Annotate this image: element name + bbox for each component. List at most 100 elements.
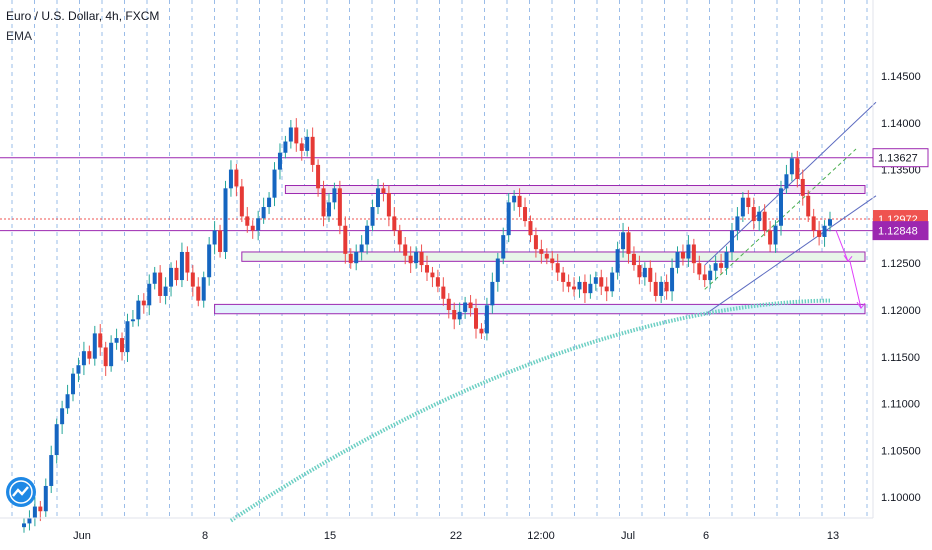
candle-body [555, 263, 560, 273]
candle [381, 182, 386, 202]
candle [419, 244, 424, 273]
candle-body [392, 216, 397, 231]
candle [408, 246, 413, 274]
candle-body [125, 321, 130, 353]
candle-body [403, 244, 408, 256]
candle-body [321, 188, 326, 217]
candle [114, 328, 119, 350]
candle [555, 253, 560, 281]
candle [272, 162, 277, 207]
price-tick: 1.14500 [881, 71, 921, 83]
candle [724, 246, 729, 275]
candle [653, 272, 658, 302]
candle-body [310, 136, 315, 165]
candle-body [147, 283, 152, 306]
candle [49, 445, 54, 493]
projection-arrows [835, 230, 866, 309]
candle [441, 277, 446, 306]
candle-body [316, 164, 321, 189]
price-tick: 1.10000 [881, 492, 921, 504]
candle-body [615, 249, 620, 273]
price-label-text: 1.13627 [878, 153, 918, 165]
candle-body [517, 195, 522, 208]
candle-body [762, 211, 767, 231]
candle-body [158, 272, 163, 296]
candle [762, 204, 767, 237]
zone-upper-resistance [284, 185, 866, 195]
candle-body [626, 232, 631, 254]
indicator-label[interactable]: EMA [6, 29, 33, 43]
price-label-1.13627: 1.13627 [872, 148, 929, 168]
candle-body [207, 244, 212, 278]
candle [615, 241, 620, 280]
candle [740, 192, 745, 223]
candle [435, 269, 440, 293]
candle-body [92, 333, 97, 359]
candle-body [261, 207, 266, 219]
candle [239, 178, 244, 223]
candle [626, 226, 631, 264]
candle [680, 244, 685, 266]
candle-body [174, 267, 179, 281]
candle-body [218, 230, 223, 252]
candle-body [572, 286, 577, 290]
time-axis[interactable]: Jun 8 15 22 12:00 Jul 6 13 [73, 530, 839, 542]
candle [348, 248, 353, 269]
candle-body [441, 286, 446, 299]
candle [163, 277, 168, 305]
candle [631, 246, 636, 271]
candle [746, 190, 751, 215]
candle-body [430, 272, 435, 278]
candle [528, 215, 533, 243]
candle [267, 192, 272, 215]
candle-body [76, 365, 81, 374]
candle-body [463, 302, 468, 312]
candle [735, 207, 740, 241]
price-tick: 1.11500 [881, 352, 920, 364]
candle-body [474, 308, 479, 329]
price-label-fill [873, 221, 928, 240]
candle-body [523, 207, 528, 222]
time-tick: 8 [202, 530, 208, 542]
price-tick: 1.11000 [881, 399, 920, 411]
candle [648, 260, 653, 292]
candle-body [32, 506, 37, 518]
time-tick: 22 [450, 530, 462, 542]
candle-body [828, 219, 832, 226]
candle-body [272, 169, 277, 198]
candle [642, 262, 647, 286]
price-tick: 1.10500 [881, 445, 921, 457]
candle-body [468, 302, 473, 309]
price-axis[interactable]: 1.145001.140001.135001.130001.125001.120… [881, 71, 921, 504]
candle [27, 510, 32, 531]
candle [789, 152, 794, 182]
candle [778, 180, 783, 236]
candle [32, 497, 37, 527]
candle [218, 224, 223, 258]
candle-body [277, 152, 282, 170]
candle-body [631, 253, 636, 266]
candle-body [446, 298, 451, 310]
candle-body [223, 188, 228, 252]
candle [604, 277, 609, 302]
candle [664, 274, 669, 300]
candle-body [621, 232, 626, 250]
tradingview-logo-icon[interactable] [6, 477, 36, 507]
candle-body [501, 235, 506, 259]
candle-body [288, 127, 293, 142]
candle [288, 119, 293, 149]
candle-body [680, 251, 685, 259]
candle [316, 159, 321, 197]
candle-body [283, 141, 288, 153]
candle [425, 255, 429, 281]
candle [452, 302, 457, 330]
candle [817, 221, 822, 246]
candle [577, 276, 582, 298]
candle [610, 266, 615, 297]
candle [773, 220, 778, 253]
candle [234, 163, 239, 197]
candle-body [326, 202, 331, 217]
candle-body [130, 319, 135, 322]
candle-body [201, 277, 206, 301]
